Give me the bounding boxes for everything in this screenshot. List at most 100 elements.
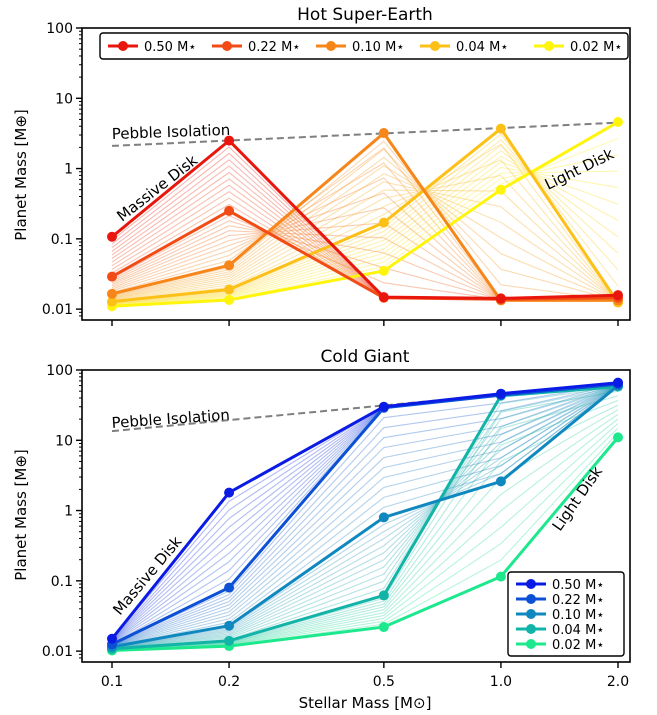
plot-frame bbox=[81, 369, 631, 663]
interpolated-curve bbox=[111, 144, 619, 304]
pebble-isolation-label: Pebble Isolation bbox=[111, 406, 230, 432]
legend: 0.50 M⋆0.22 M⋆0.10 M⋆0.04 M⋆0.02 M⋆ bbox=[507, 571, 625, 657]
interpolated-curve bbox=[111, 385, 619, 648]
data-point bbox=[224, 260, 235, 271]
data-point bbox=[495, 184, 506, 195]
x-tick-label: 1.0 bbox=[490, 674, 512, 690]
x-tick-label: 2.0 bbox=[607, 674, 629, 690]
interpolated-curve bbox=[111, 166, 619, 306]
data-point bbox=[224, 582, 235, 593]
data-point bbox=[224, 620, 235, 631]
interpolated-curve bbox=[111, 161, 619, 305]
interpolated-curve bbox=[111, 181, 619, 303]
interpolated-curve bbox=[111, 384, 619, 647]
legend-label: 0.04 M⋆ bbox=[456, 40, 508, 55]
data-point bbox=[378, 512, 389, 523]
data-point bbox=[224, 294, 235, 305]
interpolated-curve bbox=[111, 159, 619, 303]
legend-item: 0.10 M⋆ bbox=[516, 608, 604, 623]
y-tick-label: 0.1 bbox=[51, 574, 73, 590]
y-tick-label: 0.01 bbox=[42, 644, 73, 660]
interpolated-curve bbox=[111, 140, 619, 302]
plot-inner bbox=[107, 116, 623, 312]
y-tick-label: 100 bbox=[46, 21, 73, 37]
pebble-isolation-label: Pebble Isolation bbox=[112, 121, 231, 143]
axes: 0.01 0.1 1 10 100 0.1 0.2 0.5 1.0 2.0 bbox=[42, 363, 631, 690]
data-point bbox=[378, 590, 389, 601]
legend-label: 0.04 M⋆ bbox=[552, 623, 604, 638]
legend-item: 0.22 M⋆ bbox=[212, 40, 300, 55]
series bbox=[107, 377, 623, 644]
interpolated-curve bbox=[111, 383, 619, 646]
y-tick-label: 1 bbox=[64, 162, 73, 178]
legend-item: 0.02 M⋆ bbox=[534, 40, 622, 55]
plot-frame bbox=[81, 27, 631, 321]
interpolated-curve bbox=[111, 413, 619, 651]
data-point bbox=[378, 292, 389, 303]
legend-marker bbox=[544, 41, 554, 51]
interpolated-curve bbox=[111, 173, 619, 302]
interpolated-curve bbox=[111, 385, 619, 648]
data-point bbox=[224, 205, 235, 216]
interpolated-curve bbox=[111, 164, 619, 302]
interpolated-curve bbox=[111, 409, 619, 651]
interpolated-curve bbox=[111, 383, 619, 646]
interpolated-curve bbox=[111, 384, 619, 647]
y-tick-label: 100 bbox=[46, 363, 73, 379]
legend-label: 0.50 M⋆ bbox=[144, 40, 196, 55]
panel-title: Hot Super-Earth bbox=[297, 5, 433, 25]
interpolated-curve bbox=[111, 384, 619, 647]
y-tick-label: 0.01 bbox=[42, 302, 73, 318]
legend-item: 0.10 M⋆ bbox=[316, 40, 404, 55]
legend: 0.50 M⋆ 0.22 M⋆ 0.10 M⋆ 0.04 M⋆ 0.02 M⋆ bbox=[99, 32, 629, 60]
pebble-isolation-line bbox=[111, 121, 619, 147]
data-point bbox=[495, 476, 506, 487]
legend-item: 0.04 M⋆ bbox=[516, 623, 604, 638]
interpolated-curve bbox=[111, 384, 619, 646]
series bbox=[107, 380, 623, 652]
series bbox=[107, 135, 623, 304]
legend-item: 0.50 M⋆ bbox=[516, 578, 604, 593]
y-tick-label: 0.1 bbox=[51, 232, 73, 248]
data-point bbox=[378, 217, 389, 228]
data-point bbox=[224, 635, 235, 646]
data-point bbox=[224, 135, 235, 146]
data-point bbox=[224, 487, 235, 498]
legend-label: 0.22 M⋆ bbox=[552, 593, 604, 608]
interpolated-curve bbox=[111, 385, 619, 649]
legend-box bbox=[99, 32, 629, 60]
data-point bbox=[107, 296, 117, 307]
interpolated-curve bbox=[111, 150, 619, 304]
x-tick-label: 0.2 bbox=[218, 674, 240, 690]
legend-marker bbox=[430, 41, 440, 51]
interpolated-curve bbox=[111, 383, 619, 646]
x-tick-label: 0.5 bbox=[373, 674, 395, 690]
x-tick-label: 0.1 bbox=[101, 674, 123, 690]
data-point bbox=[495, 123, 506, 134]
interpolated-curve bbox=[111, 174, 619, 303]
legend-marker bbox=[526, 579, 536, 589]
legend-item: 0.50 M⋆ bbox=[108, 40, 196, 55]
x-axis-label: Stellar Mass [M⊙] bbox=[299, 694, 432, 712]
interpolated-curve bbox=[111, 384, 619, 647]
y-tick-label: 10 bbox=[55, 433, 73, 449]
legend-marker bbox=[118, 41, 128, 51]
data-point bbox=[378, 401, 389, 412]
y-tick-label: 1 bbox=[64, 504, 73, 520]
interpolated-curve bbox=[111, 148, 619, 302]
data-point bbox=[378, 128, 389, 139]
legend-marker bbox=[526, 639, 536, 649]
data-point bbox=[613, 290, 623, 301]
data-point bbox=[107, 288, 117, 299]
data-point bbox=[495, 388, 506, 399]
plot-area bbox=[107, 377, 623, 656]
interpolated-curve bbox=[111, 385, 619, 649]
legend-marker bbox=[326, 41, 336, 51]
axes: 0.01 0.1 1 10 100 bbox=[42, 21, 631, 326]
interpolated-curve bbox=[111, 385, 619, 649]
legend-marker bbox=[526, 609, 536, 619]
data-point bbox=[107, 633, 117, 644]
interpolated-curve bbox=[111, 170, 619, 306]
